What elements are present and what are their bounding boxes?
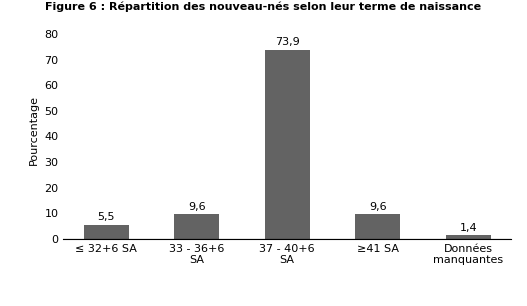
Text: 9,6: 9,6: [188, 202, 206, 211]
Text: Figure 6 : Répartition des nouveau-nés selon leur terme de naissance: Figure 6 : Répartition des nouveau-nés s…: [45, 2, 482, 12]
Bar: [446, 235, 491, 239]
Y-axis label: Pourcentage: Pourcentage: [28, 95, 38, 165]
Text: 5,5: 5,5: [97, 212, 115, 222]
Bar: [265, 50, 310, 239]
Text: 73,9: 73,9: [275, 37, 299, 47]
Bar: [355, 214, 401, 239]
Bar: [84, 225, 129, 239]
Text: 1,4: 1,4: [460, 222, 477, 233]
Text: 9,6: 9,6: [369, 202, 386, 211]
Bar: [174, 214, 219, 239]
